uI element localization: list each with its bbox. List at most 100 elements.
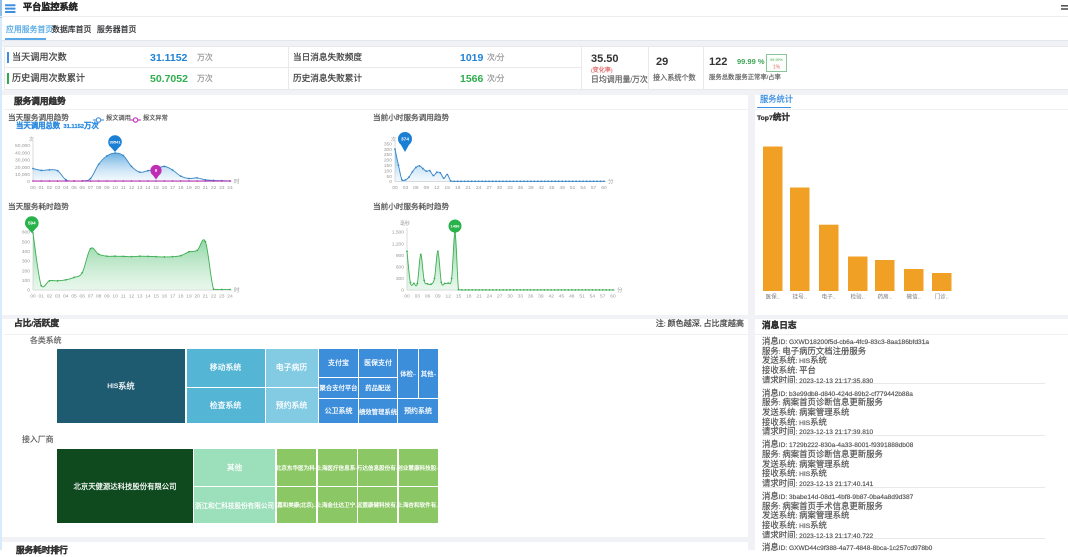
svg-text:08: 08 (96, 185, 102, 191)
svg-text:21: 21 (203, 294, 209, 300)
svg-text:300: 300 (22, 259, 30, 265)
svg-text:39: 39 (528, 185, 534, 191)
svg-text:22: 22 (211, 294, 217, 300)
svg-text:微信..: 微信.. (907, 293, 922, 301)
svg-text:350: 350 (384, 141, 392, 147)
svg-text:06: 06 (80, 294, 86, 300)
svg-text:19: 19 (186, 294, 192, 300)
svg-text:05: 05 (71, 294, 77, 300)
svg-text:39541: 39541 (109, 140, 121, 145)
svg-text:19: 19 (186, 185, 192, 191)
svg-text:13: 13 (137, 185, 143, 191)
svg-text:15: 15 (153, 294, 159, 300)
svg-text:300: 300 (384, 147, 392, 153)
svg-text:15: 15 (153, 185, 159, 191)
svg-text:36: 36 (518, 185, 524, 191)
svg-text:24: 24 (487, 294, 493, 300)
svg-text:50: 50 (387, 174, 393, 180)
svg-text:18: 18 (466, 294, 472, 300)
svg-text:30: 30 (507, 294, 513, 300)
svg-text:500: 500 (22, 239, 30, 245)
svg-text:02: 02 (47, 185, 53, 191)
svg-text:分: 分 (608, 178, 614, 186)
svg-text:04: 04 (63, 294, 69, 300)
svg-text:11: 11 (121, 185, 126, 191)
svg-text:电子..: 电子.. (822, 293, 837, 301)
svg-text:27: 27 (486, 185, 492, 191)
svg-text:594: 594 (28, 221, 36, 226)
svg-text:57: 57 (591, 185, 597, 191)
svg-text:06: 06 (425, 294, 431, 300)
svg-text:时: 时 (234, 286, 240, 294)
svg-text:21: 21 (465, 185, 471, 191)
svg-text:48: 48 (559, 185, 565, 191)
svg-text:毫秒: 毫秒 (400, 220, 410, 227)
svg-text:0: 0 (27, 179, 30, 185)
svg-text:门诊..: 门诊.. (935, 293, 950, 301)
svg-text:12: 12 (434, 185, 440, 191)
svg-text:10,000: 10,000 (15, 172, 30, 178)
svg-text:06: 06 (413, 185, 419, 191)
svg-text:检验..: 检验.. (851, 293, 866, 301)
svg-text:23: 23 (219, 185, 225, 191)
svg-text:09: 09 (104, 185, 110, 191)
svg-text:11: 11 (121, 294, 126, 300)
svg-text:07: 07 (88, 185, 94, 191)
svg-text:54: 54 (580, 185, 586, 191)
svg-text:15: 15 (445, 185, 451, 191)
svg-text:09: 09 (435, 294, 441, 300)
svg-text:42: 42 (539, 185, 545, 191)
svg-text:45: 45 (559, 294, 565, 300)
svg-text:18: 18 (178, 185, 184, 191)
svg-text:600: 600 (396, 265, 404, 271)
svg-text:48: 48 (569, 294, 575, 300)
svg-text:33: 33 (507, 185, 513, 191)
svg-text:18: 18 (455, 185, 461, 191)
svg-text:03: 03 (55, 294, 61, 300)
svg-text:23: 23 (219, 294, 225, 300)
svg-text:20: 20 (194, 294, 200, 300)
svg-text:22: 22 (211, 185, 217, 191)
svg-text:12: 12 (129, 185, 135, 191)
svg-text:1486: 1486 (451, 224, 461, 229)
svg-text:14: 14 (145, 185, 151, 191)
svg-text:27: 27 (497, 294, 503, 300)
svg-text:300: 300 (396, 276, 404, 282)
svg-text:10: 10 (112, 294, 118, 300)
svg-text:0: 0 (401, 288, 404, 294)
svg-text:100: 100 (22, 278, 30, 284)
svg-text:50,000: 50,000 (15, 143, 30, 149)
svg-text:16: 16 (162, 185, 168, 191)
svg-text:1,500: 1,500 (392, 230, 405, 236)
svg-text:42: 42 (548, 294, 554, 300)
svg-text:16: 16 (162, 294, 168, 300)
svg-text:药房..: 药房.. (878, 293, 893, 301)
svg-text:05: 05 (71, 185, 77, 191)
svg-text:60: 60 (601, 185, 607, 191)
svg-text:03: 03 (55, 185, 61, 191)
svg-text:30,000: 30,000 (15, 158, 30, 164)
svg-text:17: 17 (170, 294, 176, 300)
svg-text:01: 01 (38, 294, 44, 300)
svg-text:03: 03 (403, 185, 409, 191)
svg-text:09: 09 (424, 185, 430, 191)
svg-text:12: 12 (445, 294, 451, 300)
svg-text:60: 60 (610, 294, 616, 300)
svg-text:36: 36 (528, 294, 534, 300)
svg-text:1%: 1% (773, 65, 781, 71)
svg-text:30: 30 (497, 185, 503, 191)
svg-text:00: 00 (30, 185, 36, 191)
svg-text:06: 06 (80, 185, 86, 191)
svg-text:01: 01 (38, 185, 44, 191)
svg-text:200: 200 (384, 158, 392, 164)
svg-text:0: 0 (389, 179, 392, 185)
svg-text:18: 18 (178, 294, 184, 300)
svg-text:15: 15 (456, 294, 462, 300)
svg-text:13: 13 (137, 294, 143, 300)
svg-text:挂号..: 挂号.. (793, 293, 808, 301)
svg-text:03: 03 (415, 294, 421, 300)
svg-text:45: 45 (549, 185, 555, 191)
svg-text:33: 33 (518, 294, 524, 300)
svg-text:04: 04 (63, 185, 69, 191)
svg-text:20: 20 (194, 185, 200, 191)
